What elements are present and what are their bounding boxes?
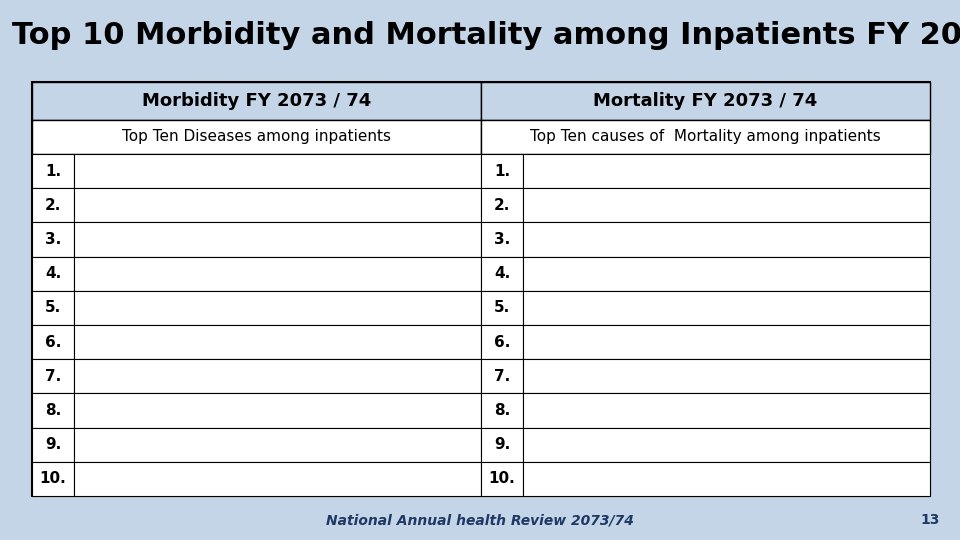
Bar xyxy=(481,291,523,325)
Bar xyxy=(74,188,481,222)
Text: 2.: 2. xyxy=(493,198,510,213)
Bar xyxy=(523,325,930,359)
Text: 4.: 4. xyxy=(45,266,61,281)
Text: Mortality FY 2073 / 74: Mortality FY 2073 / 74 xyxy=(593,92,818,110)
Bar xyxy=(523,154,930,188)
Bar xyxy=(523,256,930,291)
Bar xyxy=(481,462,523,496)
Text: 9.: 9. xyxy=(45,437,61,452)
Bar xyxy=(481,222,523,256)
Text: 3.: 3. xyxy=(493,232,510,247)
Bar xyxy=(481,188,523,222)
Bar xyxy=(481,394,523,428)
Bar xyxy=(32,120,481,154)
Text: 7.: 7. xyxy=(45,369,61,384)
Text: 10.: 10. xyxy=(489,471,516,487)
Text: 8.: 8. xyxy=(493,403,510,418)
Bar xyxy=(32,82,930,496)
Bar xyxy=(523,462,930,496)
Bar xyxy=(523,428,930,462)
Bar xyxy=(32,291,74,325)
Bar xyxy=(74,325,481,359)
Text: National Annual health Review 2073/74: National Annual health Review 2073/74 xyxy=(326,513,634,527)
Bar xyxy=(74,222,481,256)
Bar xyxy=(481,428,523,462)
Bar xyxy=(523,291,930,325)
Text: 3.: 3. xyxy=(45,232,61,247)
Bar xyxy=(32,359,74,394)
Text: 6.: 6. xyxy=(493,335,510,349)
Text: 7.: 7. xyxy=(493,369,510,384)
Bar xyxy=(481,325,523,359)
Bar xyxy=(74,291,481,325)
Bar xyxy=(32,428,74,462)
Bar xyxy=(32,462,74,496)
Bar xyxy=(32,188,74,222)
Text: 1.: 1. xyxy=(45,164,61,179)
Bar xyxy=(481,82,930,120)
Bar xyxy=(523,359,930,394)
Bar xyxy=(523,394,930,428)
Bar xyxy=(481,256,523,291)
Text: Morbidity FY 2073 / 74: Morbidity FY 2073 / 74 xyxy=(142,92,372,110)
Bar xyxy=(74,359,481,394)
Bar xyxy=(32,394,74,428)
Bar xyxy=(32,325,74,359)
Text: 5.: 5. xyxy=(493,300,510,315)
Text: 2.: 2. xyxy=(45,198,61,213)
Text: 10.: 10. xyxy=(39,471,66,487)
Bar xyxy=(32,82,481,120)
Bar xyxy=(523,188,930,222)
Text: Top 10 Morbidity and Mortality among Inpatients FY 2073/74: Top 10 Morbidity and Mortality among Inp… xyxy=(12,22,960,51)
Text: 6.: 6. xyxy=(45,335,61,349)
Bar xyxy=(74,394,481,428)
Text: 9.: 9. xyxy=(493,437,510,452)
Bar xyxy=(74,428,481,462)
Bar xyxy=(74,154,481,188)
Bar xyxy=(481,359,523,394)
Bar xyxy=(74,462,481,496)
Text: 8.: 8. xyxy=(45,403,61,418)
Text: 5.: 5. xyxy=(45,300,61,315)
Bar xyxy=(32,256,74,291)
Text: 13: 13 xyxy=(921,513,940,527)
Text: 4.: 4. xyxy=(493,266,510,281)
Text: Top Ten causes of  Mortality among inpatients: Top Ten causes of Mortality among inpati… xyxy=(530,130,881,145)
Bar xyxy=(32,154,74,188)
Text: 1.: 1. xyxy=(494,164,510,179)
Bar xyxy=(32,222,74,256)
Bar xyxy=(481,120,930,154)
Bar xyxy=(481,154,523,188)
Bar xyxy=(523,222,930,256)
Bar xyxy=(74,256,481,291)
Text: Top Ten Diseases among inpatients: Top Ten Diseases among inpatients xyxy=(122,130,391,145)
